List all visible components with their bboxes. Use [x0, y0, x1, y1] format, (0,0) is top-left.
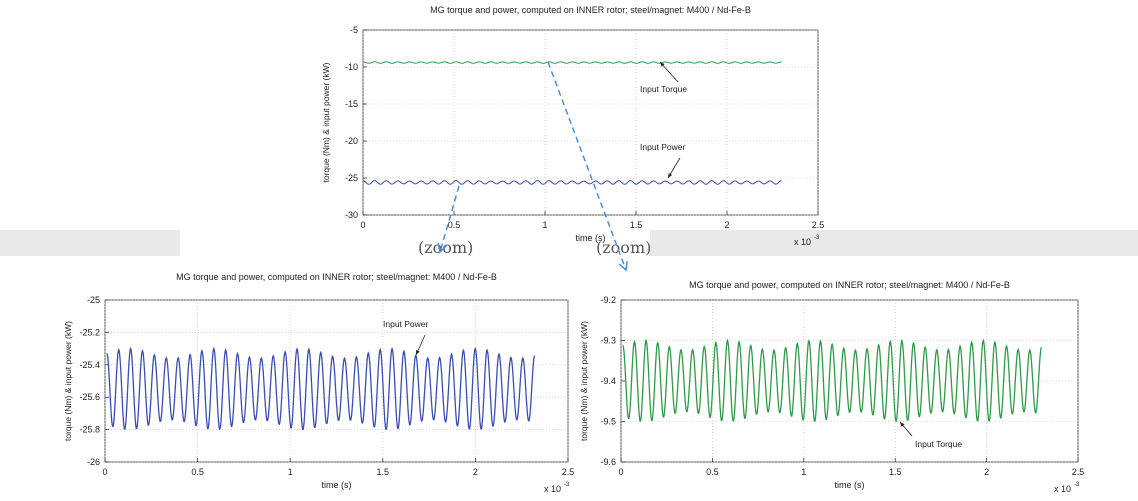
- x-multiplier: x 10: [544, 484, 561, 494]
- x-tick-label: 2: [473, 467, 478, 477]
- y-tick-label: -25.8: [79, 425, 100, 435]
- series-line-input-power: [106, 346, 536, 430]
- y-axis-label: torque (Nm) & input power (kW): [321, 62, 331, 182]
- x-tick-label: 2: [724, 220, 729, 230]
- y-tick-label: -9.3: [600, 336, 616, 346]
- y-tick-label: -9.4: [600, 376, 616, 386]
- series-annotation: Input Power: [383, 319, 429, 329]
- x-tick-label: 1: [542, 220, 547, 230]
- y-tick-label: -25.4: [79, 360, 100, 370]
- y-tick-label: -10: [345, 62, 358, 72]
- annotation-arrow-head: [900, 422, 905, 427]
- y-tick-label: -20: [345, 136, 358, 146]
- x-axis-label: time (s): [322, 480, 352, 490]
- x-tick-label: 1: [801, 467, 806, 477]
- x-axis-label: time (s): [835, 480, 865, 490]
- y-tick-label: -25.6: [79, 392, 100, 402]
- y-tick-label: -25: [87, 295, 100, 305]
- x-exponent: -3: [1074, 482, 1080, 488]
- x-tick-label: 1: [288, 467, 293, 477]
- chart-title: MG torque and power, computed on INNER r…: [430, 5, 751, 15]
- chart-title: MG torque and power, computed on INNER r…: [176, 272, 497, 282]
- chart-title: MG torque and power, computed on INNER r…: [689, 280, 1010, 290]
- x-tick-label: 1.5: [630, 220, 643, 230]
- x-tick-label: 0.5: [191, 467, 204, 477]
- series-line-input-torque: [622, 338, 1043, 422]
- y-tick-label: -5: [350, 25, 358, 35]
- x-multiplier: x 10: [794, 237, 811, 247]
- x-tick-label: 2.5: [562, 467, 575, 477]
- annotation-arrow-head: [660, 62, 665, 67]
- x-tick-label: 1.5: [377, 467, 390, 477]
- y-tick-label: -9.2: [600, 295, 616, 305]
- y-axis-label: torque (Nm) & input power (kW): [579, 321, 589, 441]
- x-tick-label: 0: [102, 467, 107, 477]
- x-tick-label: 2.5: [1072, 467, 1085, 477]
- y-tick-label: -25: [345, 173, 358, 183]
- x-tick-label: 2.5: [812, 220, 825, 230]
- y-tick-label: -9.5: [600, 417, 616, 427]
- y-tick-label: -15: [345, 99, 358, 109]
- x-tick-label: 0: [360, 220, 365, 230]
- x-tick-label: 1.5: [889, 467, 902, 477]
- series-annotation: Input Torque: [915, 439, 962, 449]
- x-exponent: -3: [814, 235, 820, 241]
- y-tick-label: -9.6: [600, 457, 616, 467]
- x-tick-label: 2: [984, 467, 989, 477]
- x-tick-label: 0.5: [706, 467, 719, 477]
- x-tick-label: 0: [618, 467, 623, 477]
- x-exponent: -3: [564, 482, 570, 488]
- annotation-arrow-head: [668, 173, 673, 178]
- annotation-arrow-head: [416, 350, 420, 355]
- series-annotation: Input Power: [640, 142, 686, 152]
- y-tick-label: -25.2: [79, 327, 100, 337]
- zoom-label-left: (zoom): [418, 238, 474, 257]
- y-tick-label: -26: [87, 457, 100, 467]
- series-annotation: Input Torque: [640, 84, 687, 94]
- zoom-label-right: (zoom): [596, 238, 652, 257]
- y-axis-label: torque (Nm) & input power (kW): [63, 321, 73, 441]
- x-multiplier: x 10: [1054, 484, 1071, 494]
- y-tick-label: -30: [345, 210, 358, 220]
